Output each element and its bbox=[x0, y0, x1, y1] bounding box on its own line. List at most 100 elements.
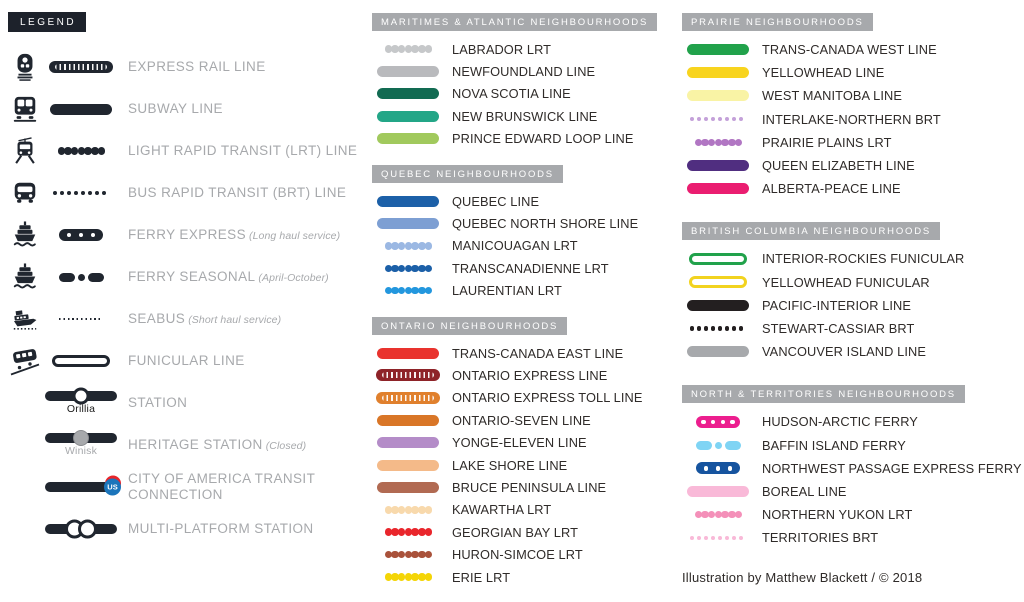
line-item-label: NEWFOUNDLAND LINE bbox=[452, 64, 596, 80]
line-item-vancouver-island-line: VANCOUVER ISLAND LINE bbox=[682, 340, 1022, 363]
line-sample-solid bbox=[687, 160, 749, 172]
legend-item-city-of-america-transit-connection: US CITY OF AMERICA TRANSIT CONNECTION bbox=[8, 466, 364, 508]
line-sample-solid bbox=[687, 485, 749, 497]
line-sample-solid bbox=[687, 299, 749, 311]
line-item-northern-yukon-lrt: NORTHERN YUKON LRT bbox=[682, 503, 1022, 526]
line-item-newfoundland-line: NEWFOUNDLAND LINE bbox=[372, 60, 664, 82]
line-item-yonge-eleven-line: YONGE-ELEVEN LINE bbox=[372, 431, 664, 453]
line-item-laurentian-lrt: LAURENTIAN LRT bbox=[372, 280, 664, 302]
line-sample-solid bbox=[377, 110, 439, 122]
legend-item-label: FERRY SEASONAL bbox=[128, 269, 256, 285]
legend-item-multi-platform-station: MULTI-PLATFORM STATION bbox=[8, 508, 364, 550]
line-sample-solid bbox=[687, 346, 749, 358]
line-item-label: PACIFIC-INTERIOR LINE bbox=[762, 297, 912, 313]
line-sample-ferry-express bbox=[59, 229, 103, 241]
ferry-icon bbox=[13, 221, 36, 247]
line-item-quebec-line: QUEBEC LINE bbox=[372, 190, 664, 212]
legend-item-note: (Long haul service) bbox=[246, 230, 341, 243]
line-item-label: YELLOWHEAD LINE bbox=[762, 65, 885, 81]
express-train-icon bbox=[17, 53, 33, 81]
station-bar: US bbox=[45, 475, 121, 495]
legend-item-seabus: SEABUS (Short haul service) bbox=[8, 298, 364, 340]
line-sample-express bbox=[49, 61, 113, 73]
line-sample-lrt bbox=[384, 242, 433, 250]
section-header: NORTH & TERRITORIES NEIGHBOURHOODS bbox=[682, 385, 965, 404]
line-item-label: PRAIRIE PLAINS LRT bbox=[762, 134, 892, 150]
line-item-label: LABRADOR LRT bbox=[452, 41, 552, 57]
line-sample-outline bbox=[689, 252, 747, 265]
line-sample-lrt bbox=[384, 550, 433, 559]
line-sample-lrt bbox=[57, 147, 106, 155]
multi-platform-marker bbox=[78, 519, 97, 539]
line-item-label: TRANS-CANADA EAST LINE bbox=[452, 345, 624, 361]
line-item-interior-rockies-funicular: INTERIOR-ROCKIES FUNICULAR bbox=[682, 247, 1022, 270]
line-sample-solid bbox=[377, 195, 439, 207]
line-sample-outline bbox=[52, 355, 110, 367]
legend-item-ferry-seasonal: FERRY SEASONAL (April-October) bbox=[8, 256, 364, 298]
line-item-pacific-interior-line: PACIFIC-INTERIOR LINE bbox=[682, 294, 1022, 317]
legend-item-label: FERRY EXPRESS bbox=[128, 227, 246, 243]
line-sample-solid bbox=[377, 66, 439, 78]
line-item-label: INTERLAKE-NORTHERN BRT bbox=[762, 111, 941, 127]
legend-column: LEGEND EXPRESS RAIL LINE SUBWAY LINE LIG… bbox=[8, 12, 364, 550]
legend-item-bus-rapid-transit-brt-line: BUS RAPID TRANSIT (BRT) LINE bbox=[8, 172, 364, 214]
line-item-label: ONTARIO-SEVEN LINE bbox=[452, 412, 591, 428]
line-item-manicouagan-lrt: MANICOUAGAN LRT bbox=[372, 235, 664, 257]
line-sample-solid bbox=[377, 88, 439, 100]
subway-icon bbox=[13, 96, 37, 122]
line-sample-seabus bbox=[59, 318, 103, 320]
line-item-transcanadienne-lrt: TRANSCANADIENNE LRT bbox=[372, 257, 664, 279]
line-sample-brt bbox=[690, 535, 746, 540]
line-sample-lrt bbox=[694, 510, 743, 519]
line-item-georgian-bay-lrt: GEORGIAN BAY LRT bbox=[372, 521, 664, 543]
line-item-label: VANCOUVER ISLAND LINE bbox=[762, 344, 926, 360]
section-prairie-neighbourhoods: PRAIRIE NEIGHBOURHOODS TRANS-CANADA WEST… bbox=[682, 12, 1022, 200]
line-sample-lrt bbox=[384, 264, 433, 273]
line-sample-lrt bbox=[694, 138, 743, 147]
line-item-yellowhead-line: YELLOWHEAD LINE bbox=[682, 61, 1022, 84]
legend-item-label: CITY OF AMERICA TRANSIT CONNECTION bbox=[128, 471, 315, 502]
line-item-alberta-peace-line: ALBERTA-PEACE LINE bbox=[682, 177, 1022, 200]
line-sample-ferry-seasonal bbox=[58, 272, 104, 282]
section-header: MARITIMES & ATLANTIC NEIGHBOURHOODS bbox=[372, 13, 658, 31]
line-item-boreal-line: BOREAL LINE bbox=[682, 480, 1022, 503]
line-sample-express bbox=[376, 369, 440, 382]
legend-item-station: Orillia STATION bbox=[8, 382, 364, 424]
line-sample-solid bbox=[687, 183, 749, 195]
line-item-label: YELLOWHEAD FUNICULAR bbox=[762, 274, 930, 290]
line-item-prince-edward-loop-line: PRINCE EDWARD LOOP LINE bbox=[372, 128, 664, 150]
line-item-label: TRANS-CANADA WEST LINE bbox=[762, 42, 937, 58]
line-item-label: LAKE SHORE LINE bbox=[452, 457, 568, 473]
legend-item-label: STATION bbox=[128, 395, 188, 411]
line-sample-ferry-seasonal bbox=[695, 440, 741, 450]
line-item-label: QUEEN ELIZABETH LINE bbox=[762, 158, 915, 174]
line-sample-brt bbox=[690, 326, 746, 331]
line-item-label: NORTHWEST PASSAGE EXPRESS FERRY bbox=[762, 460, 1022, 476]
line-item-hudson-arctic-ferry: HUDSON-ARCTIC FERRY bbox=[682, 410, 1022, 433]
attribution-text: Illustration by Matthew Blackett / © 201… bbox=[682, 570, 923, 586]
legend-item-funicular-line: FUNICULAR LINE bbox=[8, 340, 364, 382]
line-item-label: STEWART-CASSIAR BRT bbox=[762, 320, 915, 336]
station-bar bbox=[45, 387, 117, 405]
line-item-label: BRUCE PENINSULA LINE bbox=[452, 479, 607, 495]
legend-item-label: HERITAGE STATION bbox=[128, 437, 263, 453]
line-item-west-manitoba-line: WEST MANITOBA LINE bbox=[682, 84, 1022, 107]
line-sample-lrt bbox=[384, 573, 433, 581]
line-item-erie-lrt: ERIE LRT bbox=[372, 566, 664, 588]
line-item-kawartha-lrt: KAWARTHA LRT bbox=[372, 499, 664, 521]
line-sample-lrt bbox=[384, 528, 433, 536]
line-item-lake-shore-line: LAKE SHORE LINE bbox=[372, 454, 664, 476]
line-item-trans-canada-east-line: TRANS-CANADA EAST LINE bbox=[372, 342, 664, 364]
station-name-label: Orillia bbox=[66, 403, 96, 415]
line-item-label: BAFFIN ISLAND FERRY bbox=[762, 437, 906, 453]
line-sample-solid bbox=[377, 459, 439, 471]
legend-item-label: BUS RAPID TRANSIT (BRT) LINE bbox=[128, 185, 347, 201]
ferry-icon bbox=[13, 263, 36, 289]
line-item-label: NOVA SCOTIA LINE bbox=[452, 86, 571, 102]
section-header: PRAIRIE NEIGHBOURHOODS bbox=[682, 13, 873, 31]
line-item-stewart-cassiar-brt: STEWART-CASSIAR BRT bbox=[682, 317, 1022, 340]
line-item-interlake-northern-brt: INTERLAKE-NORTHERN BRT bbox=[682, 108, 1022, 131]
section-header: BRITISH COLUMBIA NEIGHBOURHOODS bbox=[682, 222, 941, 241]
legend-item-note: (Closed) bbox=[262, 440, 307, 453]
line-item-yellowhead-funicular: YELLOWHEAD FUNICULAR bbox=[682, 271, 1022, 294]
